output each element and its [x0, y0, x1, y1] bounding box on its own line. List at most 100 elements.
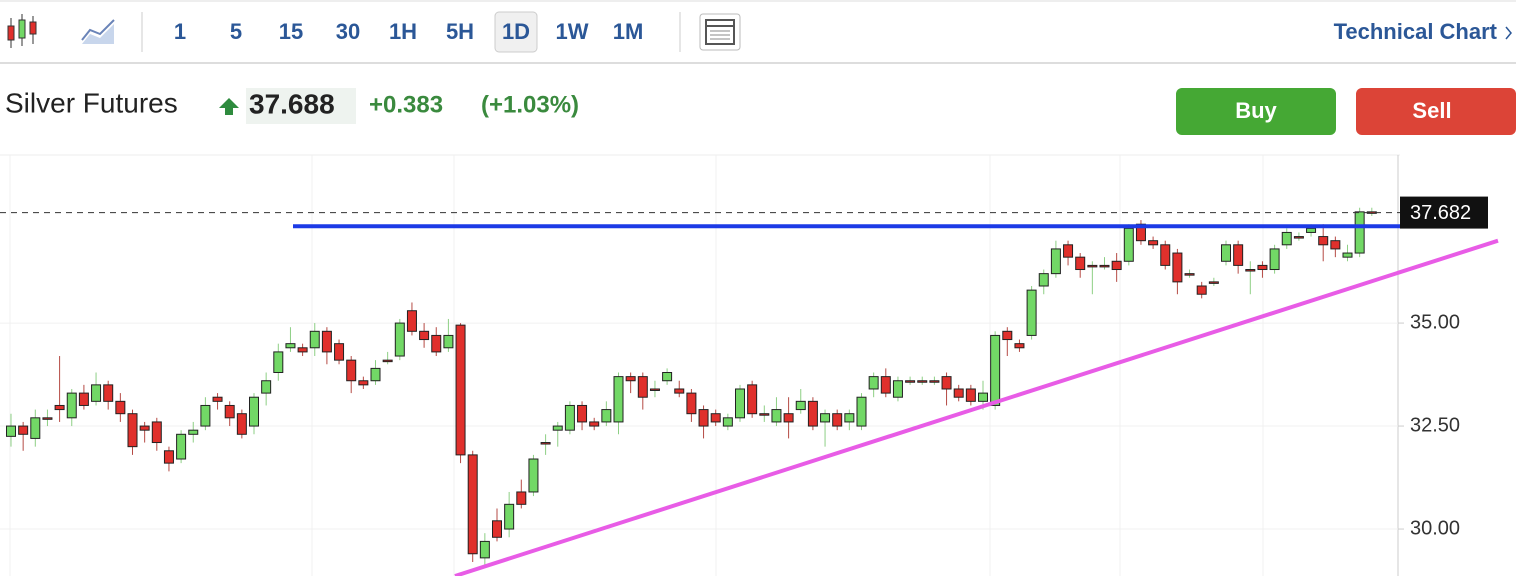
- candle-body: [1221, 244, 1231, 262]
- candle-body: [528, 458, 539, 493]
- candle-body: [1063, 244, 1074, 258]
- candle-body: [747, 384, 758, 415]
- candle-body: [321, 330, 332, 353]
- candle-body: [346, 359, 357, 382]
- candle-body: [917, 380, 928, 383]
- interval-button[interactable]: 1M: [613, 19, 644, 44]
- y-tick-label: 35.00: [1410, 311, 1460, 333]
- candle-body: [492, 520, 502, 538]
- candle-body: [273, 351, 284, 374]
- candle-body: [30, 417, 41, 439]
- candle-body: [625, 376, 636, 382]
- candle-body: [1318, 236, 1329, 246]
- candle-body: [880, 376, 891, 394]
- candle-body: [91, 384, 102, 402]
- candle-body: [1293, 236, 1304, 239]
- change-pct: (+1.03%): [481, 91, 579, 118]
- candle-body: [54, 404, 65, 411]
- chevron: [1505, 26, 1512, 40]
- candle-body: [1087, 264, 1098, 268]
- candle-body: [856, 396, 867, 427]
- candle-body: [795, 400, 806, 411]
- candle-body: [783, 413, 794, 423]
- candle-body: [309, 330, 320, 349]
- interval-button[interactable]: 1H: [389, 19, 417, 44]
- candle-body: [42, 417, 53, 420]
- interval-button[interactable]: 5: [230, 19, 242, 44]
- candle-body: [127, 413, 138, 448]
- candle-body: [1184, 273, 1195, 276]
- candle-body: [868, 376, 879, 390]
- candle-body: [1306, 227, 1317, 233]
- line-chart-icon[interactable]: [81, 19, 115, 44]
- candle-body: [941, 376, 952, 390]
- candle-body: [637, 376, 648, 398]
- candle-body: [1269, 248, 1280, 271]
- candle-body: [115, 400, 126, 415]
- y-tick-label: 30.00: [1410, 517, 1460, 539]
- candle-body: [455, 324, 466, 456]
- candle-body: [1135, 223, 1146, 242]
- interval-button[interactable]: 1W: [556, 19, 589, 44]
- layout-icon[interactable]: [699, 13, 741, 51]
- technical-chart-link[interactable]: Technical Chart: [1334, 19, 1498, 44]
- candle-icon[interactable]: [3, 11, 45, 53]
- candle-body: [516, 491, 527, 505]
- candle-body: [139, 425, 150, 431]
- candle-body: [151, 421, 162, 444]
- candle-body: [419, 330, 430, 341]
- candle-body: [358, 380, 369, 386]
- candle-body: [892, 380, 903, 398]
- candle-body: [370, 367, 381, 382]
- y-tick-label: 32.50: [1410, 414, 1460, 436]
- candle-body: [443, 334, 454, 349]
- candle-body: [467, 454, 478, 555]
- candle-body: [1233, 244, 1244, 266]
- candle-body: [224, 404, 235, 419]
- candle-body: [1257, 264, 1268, 271]
- drawn-line: [454, 238, 1499, 576]
- last-price-box: [1400, 196, 1488, 229]
- buy-button[interactable]: Buy: [1176, 88, 1336, 135]
- candle-body: [6, 425, 16, 437]
- candle-body: [103, 384, 114, 402]
- candle-body: [334, 343, 345, 361]
- candle-body: [771, 409, 782, 423]
- candle-body: [1148, 240, 1159, 246]
- candle-body: [1281, 231, 1292, 246]
- candle-body: [564, 404, 575, 431]
- change: +0.383: [369, 91, 443, 118]
- interval-button[interactable]: 1D: [502, 19, 530, 44]
- candle-body: [1038, 273, 1049, 287]
- interval-button[interactable]: 30: [336, 19, 360, 44]
- candle-body: [382, 359, 393, 363]
- candle-body: [978, 392, 988, 402]
- price-bg: [246, 88, 356, 124]
- candle-body: [261, 380, 272, 394]
- candle-body: [577, 404, 588, 423]
- candle-body: [953, 388, 964, 398]
- candle-body: [1123, 227, 1134, 262]
- candle-body: [990, 334, 1001, 406]
- candle-body: [285, 343, 296, 349]
- candle-body: [504, 503, 515, 530]
- candle-body: [1208, 281, 1219, 284]
- interval-button[interactable]: 5H: [446, 19, 474, 44]
- vertical-grid: [9, 155, 1264, 576]
- candles: [6, 207, 1377, 567]
- candle-body: [649, 388, 660, 391]
- candle-body: [540, 442, 551, 445]
- candle-body: [686, 392, 697, 415]
- candle-body: [759, 413, 770, 416]
- candle-body: [18, 425, 29, 435]
- candle-body: [479, 540, 490, 559]
- candle-body: [1002, 330, 1013, 341]
- candle-body: [188, 429, 199, 435]
- candle-body: [1160, 244, 1171, 266]
- interval-button[interactable]: 1: [174, 19, 186, 44]
- candle-body: [807, 400, 818, 427]
- interval-button[interactable]: 15: [279, 19, 303, 44]
- sell-button[interactable]: Sell: [1356, 88, 1516, 135]
- sell-label: Sell: [1412, 98, 1451, 123]
